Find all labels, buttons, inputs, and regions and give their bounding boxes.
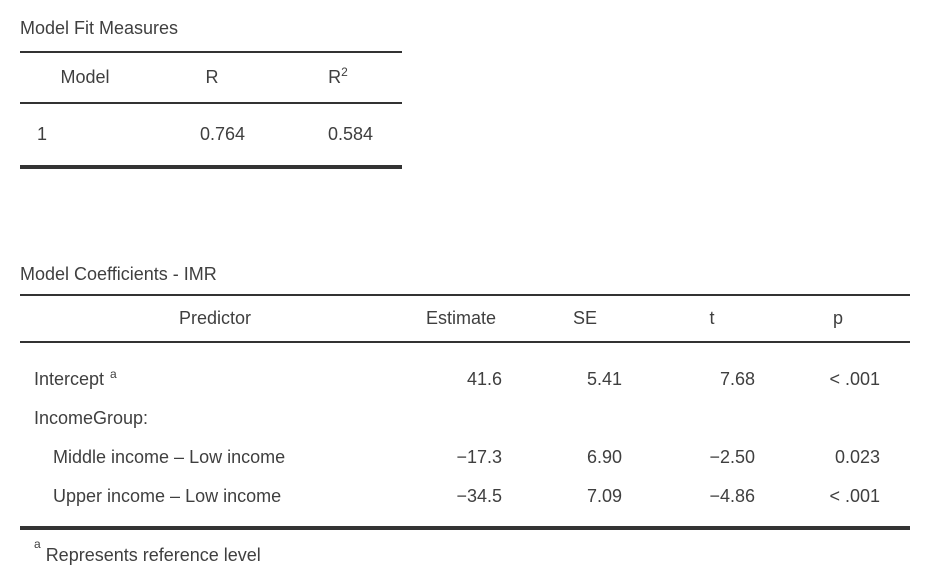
cell-predictor: Intercept a — [34, 366, 117, 390]
cell-predictor: IncomeGroup: — [34, 408, 149, 428]
footnote-marker: a — [34, 537, 41, 551]
cell-estimate: −34.5 — [456, 486, 502, 506]
cell-predictor: Middle income – Low income — [53, 447, 286, 467]
table-row-intercept: Intercept a 41.6 5.41 7.68 < .001 — [20, 360, 910, 399]
cell-se — [512, 399, 658, 438]
table-row: 1 0.764 0.584 — [20, 104, 402, 169]
col-header-se: SE — [512, 296, 658, 343]
table-row-incomegroup: IncomeGroup: — [20, 399, 910, 438]
cell-p — [766, 399, 910, 438]
col-header-r: R — [150, 53, 274, 104]
table-body: Intercept a 41.6 5.41 7.68 < .001 IncomeG… — [20, 343, 910, 530]
table-row-upper-vs-low: Upper income – Low income −34.5 7.09 −4.… — [20, 477, 910, 516]
cell-r: 0.764 — [199, 124, 245, 144]
cell-p: 0.023 — [834, 447, 880, 467]
table-row-middle-vs-low: Middle income – Low income −17.3 6.90 −2… — [20, 438, 910, 477]
footnote-text: Represents reference level — [45, 545, 261, 565]
table-title: Model Coefficients - IMR — [20, 264, 217, 284]
cell-predictor: Upper income – Low income — [53, 486, 282, 506]
cell-t: −4.86 — [709, 486, 755, 506]
cell-p: < .001 — [829, 369, 880, 389]
table-title: Model Fit Measures — [20, 18, 179, 38]
cell-se: 6.90 — [586, 447, 622, 467]
cell-estimate — [410, 399, 512, 438]
cell-r-squared: 0.584 — [327, 124, 373, 144]
model-coefficients-table: Model Coefficients - IMR Predictor Estim… — [20, 262, 910, 568]
cell-model: 1 — [37, 124, 48, 144]
col-header-t: t — [658, 296, 766, 343]
col-header-p: p — [766, 296, 910, 343]
cell-estimate: −17.3 — [456, 447, 502, 467]
col-header-predictor: Predictor — [20, 296, 410, 343]
cell-t: −2.50 — [709, 447, 755, 467]
cell-p: < .001 — [829, 486, 880, 506]
cell-se: 7.09 — [586, 486, 622, 506]
col-header-model: Model — [20, 53, 150, 104]
cell-t: 7.68 — [719, 369, 755, 389]
cell-estimate: 41.6 — [466, 369, 502, 389]
cell-t — [658, 399, 766, 438]
col-header-estimate: Estimate — [410, 296, 512, 343]
table-footnote: a Represents reference level — [20, 538, 910, 568]
table-header-row: Predictor Estimate SE t p — [20, 294, 910, 343]
cell-se: 5.41 — [586, 369, 622, 389]
